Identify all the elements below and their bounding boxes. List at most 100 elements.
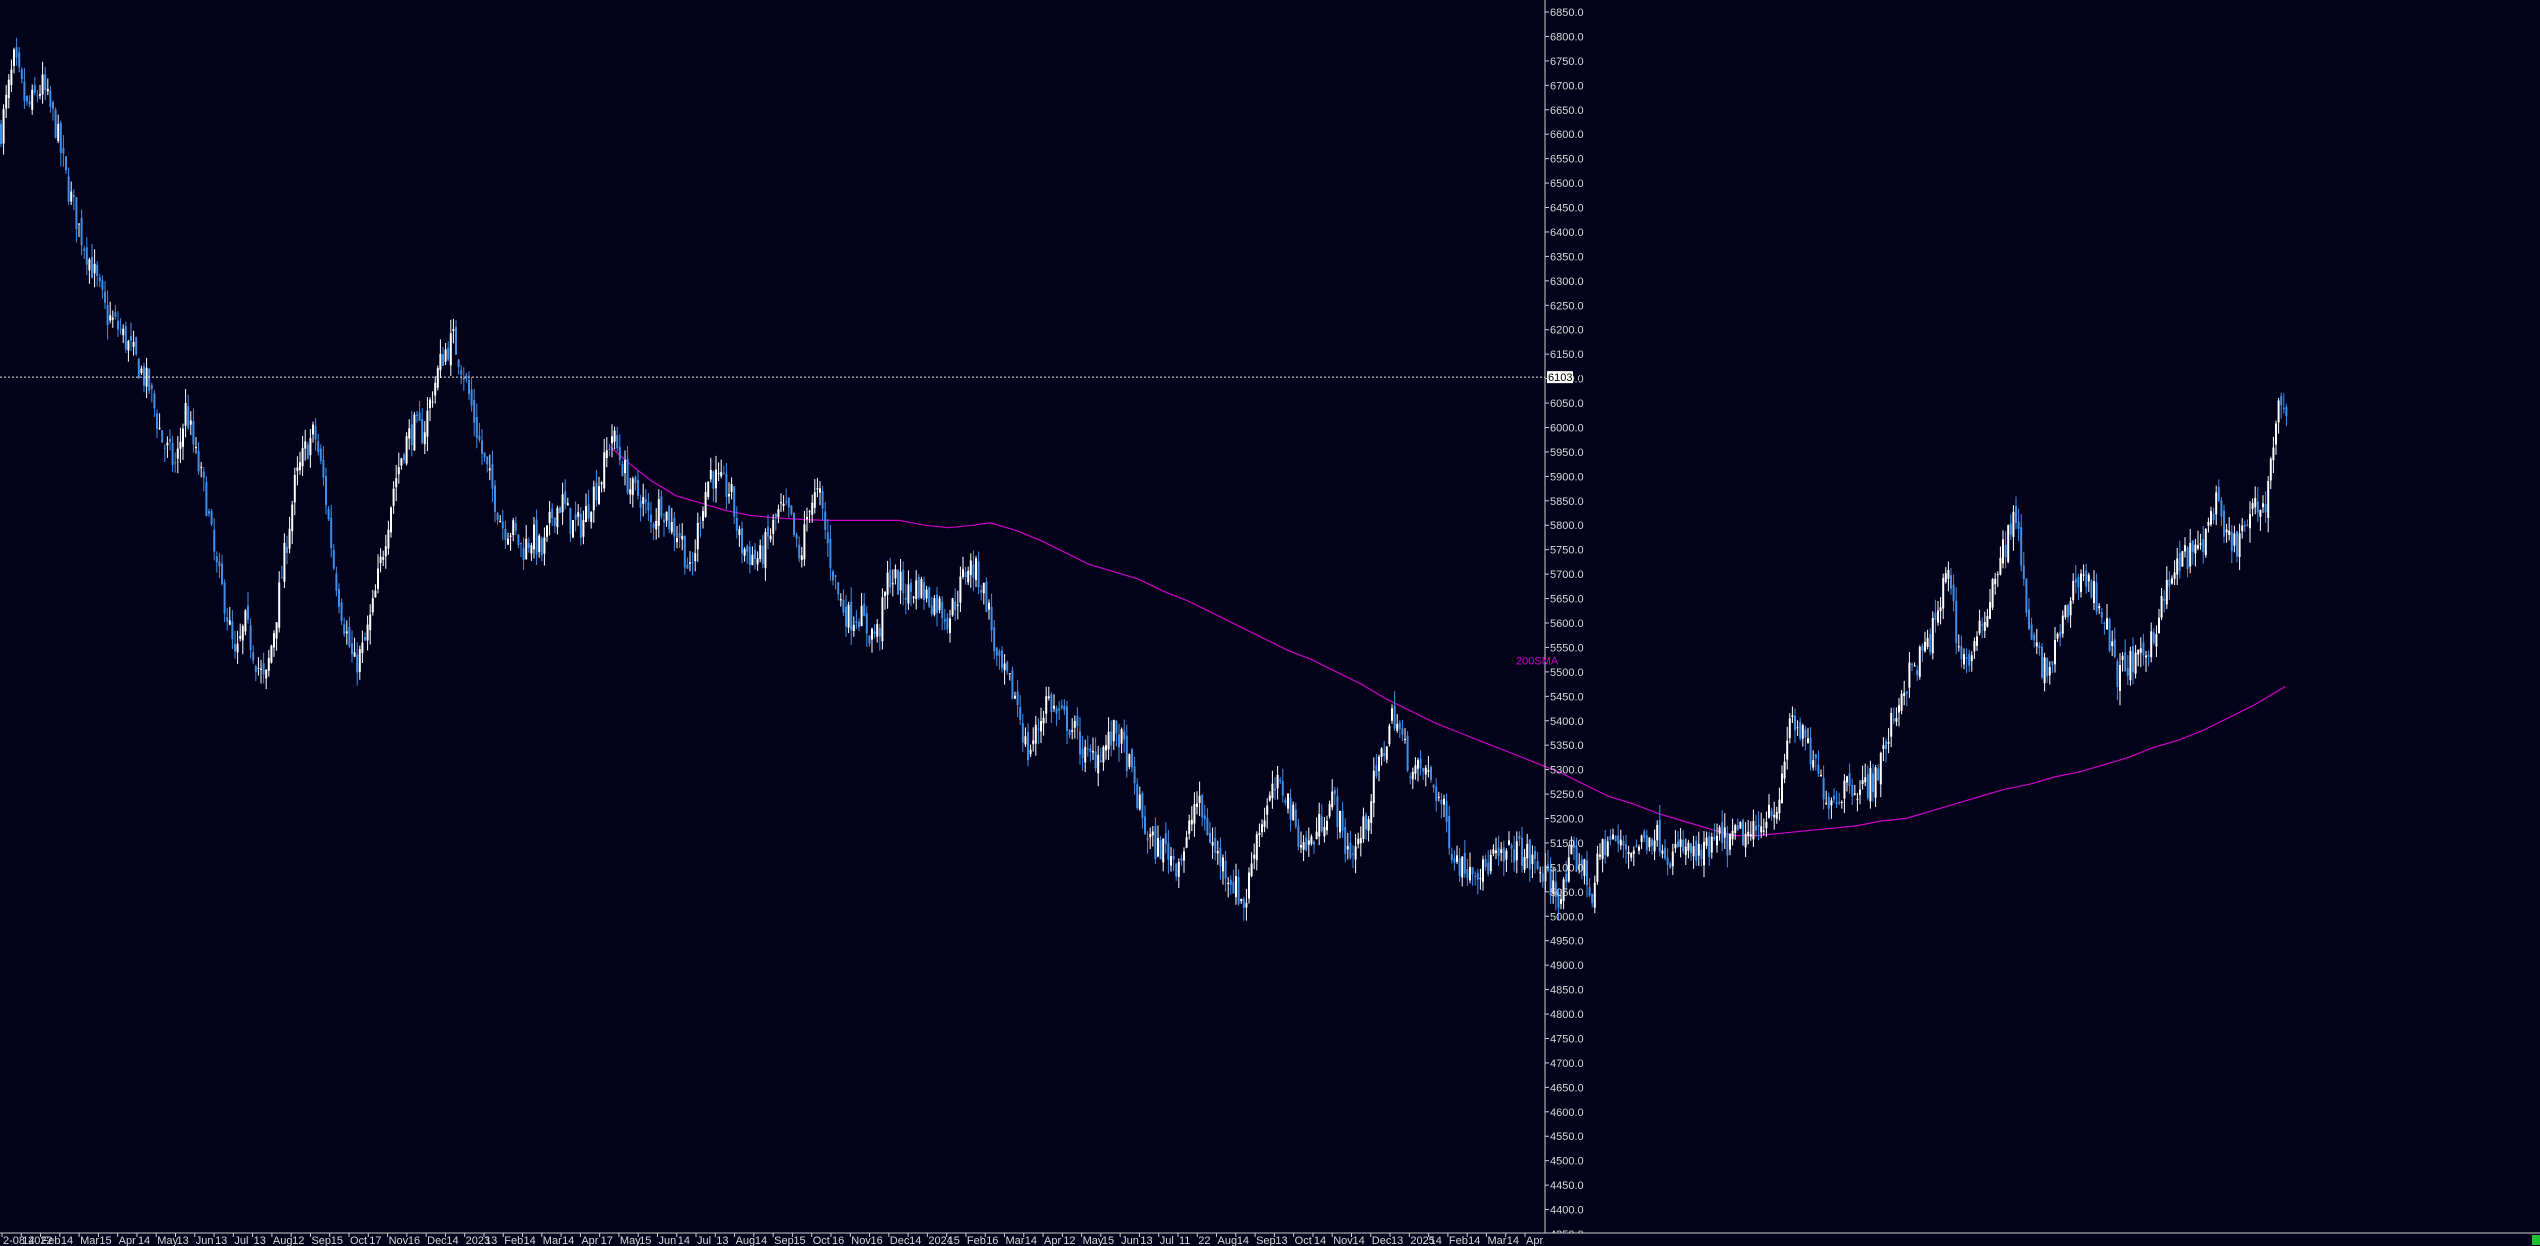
candle	[213, 518, 216, 561]
candle	[2064, 604, 2067, 620]
candle	[195, 436, 197, 454]
candle	[2220, 497, 2223, 526]
candle	[964, 566, 967, 585]
candle-body	[665, 511, 668, 521]
candle-body	[351, 643, 353, 655]
candle-body	[1203, 815, 1206, 820]
x-tick-label: 16	[408, 1235, 420, 1246]
candle	[1341, 801, 1344, 838]
candle-body	[1123, 731, 1126, 740]
candle-body	[1903, 692, 1906, 697]
candle-body	[1981, 624, 1984, 626]
candle-body	[1505, 850, 1508, 860]
candle-body	[455, 326, 457, 355]
candle-body	[787, 497, 790, 508]
candle-body	[1315, 831, 1318, 840]
candle	[1872, 763, 1874, 802]
candle	[902, 561, 905, 606]
candle-body	[582, 520, 585, 537]
candle-body	[837, 582, 840, 595]
y-tick-label: 5700.0	[1550, 569, 1584, 581]
y-tick-label: 5650.0	[1550, 594, 1584, 606]
candle-body	[96, 264, 99, 276]
candle	[1336, 787, 1339, 840]
candle	[1131, 748, 1133, 773]
candle-body	[1747, 831, 1750, 837]
candle	[2277, 398, 2280, 434]
y-tick-label: 5150.0	[1550, 838, 1584, 850]
candle	[1817, 750, 1820, 777]
candle-body	[117, 320, 119, 330]
candle	[897, 569, 899, 595]
candle-body	[169, 439, 171, 443]
candle-body	[1357, 838, 1360, 845]
candle	[369, 604, 372, 645]
x-tick-label: 14	[1468, 1235, 1480, 1246]
candle	[33, 77, 36, 96]
candle	[244, 609, 247, 636]
candle-body	[907, 584, 910, 604]
candle	[1630, 852, 1633, 862]
candle-body	[1523, 856, 1526, 870]
candle-body	[1055, 708, 1058, 714]
candle	[722, 465, 725, 475]
candle	[678, 523, 681, 548]
candle-body	[1050, 694, 1053, 713]
candle	[1513, 835, 1516, 872]
candle-body	[273, 633, 275, 648]
candle	[2199, 533, 2202, 550]
candle	[351, 630, 353, 663]
candle	[325, 467, 327, 515]
candle-body	[2259, 509, 2262, 517]
candle-body	[1599, 854, 1601, 857]
price-axis[interactable]: 4350.04400.04450.04500.04550.04600.04650…	[1544, 0, 1584, 1241]
candle-body	[184, 403, 187, 426]
candle-body	[1029, 749, 1032, 755]
candle-body	[1944, 573, 1947, 583]
candle	[774, 512, 777, 531]
candle	[88, 257, 91, 284]
candle	[296, 456, 299, 486]
candle-body	[200, 466, 203, 468]
candle	[1383, 740, 1386, 762]
y-tick-label: 5800.0	[1550, 520, 1584, 532]
candle	[2272, 436, 2275, 473]
candle-body	[140, 368, 143, 374]
y-tick-label: 6750.0	[1550, 56, 1584, 68]
candle-body	[600, 482, 603, 485]
y-tick-label: 5550.0	[1550, 642, 1584, 654]
candle-body	[1198, 795, 1201, 804]
candle	[1612, 828, 1614, 841]
candle-body	[1289, 797, 1292, 820]
candle-body	[2134, 652, 2137, 674]
candle-body	[1866, 773, 1869, 799]
candle	[465, 372, 468, 383]
candle-body	[75, 197, 78, 230]
candle-body	[1913, 665, 1916, 667]
candle-body	[574, 514, 577, 520]
candle	[1354, 834, 1357, 874]
candle	[273, 630, 275, 657]
candle	[1609, 829, 1612, 846]
candle	[1539, 866, 1542, 883]
candle	[1380, 747, 1383, 766]
candle-body	[278, 582, 281, 628]
candle	[1328, 800, 1331, 819]
candle-body	[975, 558, 977, 581]
candle	[1326, 815, 1328, 835]
x-tick-label: 13	[1275, 1235, 1287, 1246]
candle	[1877, 764, 1880, 781]
x-tick-label: 14	[138, 1235, 150, 1246]
candle-body	[2002, 539, 2004, 564]
candle-body	[1242, 898, 1245, 908]
candle-body	[2241, 525, 2244, 532]
candle-body	[569, 508, 572, 534]
candle	[1586, 850, 1588, 898]
candle	[197, 442, 200, 475]
y-tick-label: 5300.0	[1550, 765, 1584, 777]
candle	[1466, 858, 1469, 886]
candle	[335, 566, 338, 597]
y-tick-label: 6850.0	[1550, 7, 1584, 19]
